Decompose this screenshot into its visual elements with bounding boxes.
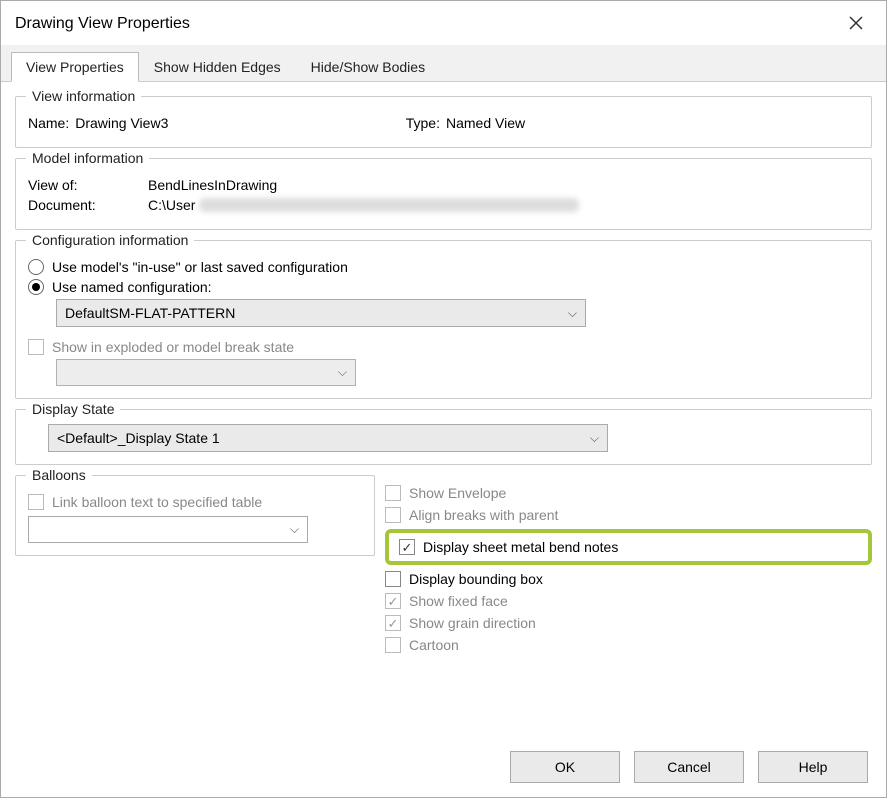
label-grain-direction: Show grain direction	[409, 615, 536, 631]
group-title-model-info: Model information	[26, 150, 149, 166]
document-path-redacted	[199, 198, 579, 212]
chevron-down-icon: ⌵	[590, 431, 599, 446]
group-title-view-info: View information	[26, 88, 141, 104]
group-configuration-information: Configuration information Use model's "i…	[15, 240, 872, 399]
tab-hide-show-bodies[interactable]: Hide/Show Bodies	[296, 52, 440, 82]
checkbox-align-breaks	[385, 507, 401, 523]
dialog-title: Drawing View Properties	[15, 15, 840, 33]
group-model-information: Model information View of: BendLinesInDr…	[15, 158, 872, 230]
checkbox-cartoon	[385, 637, 401, 653]
dialog-drawing-view-properties: Drawing View Properties View Properties …	[0, 0, 887, 798]
checkbox-grain-direction: ✓	[385, 615, 401, 631]
dialog-footer: OK Cancel Help	[1, 737, 886, 797]
help-button[interactable]: Help	[758, 751, 868, 783]
cancel-button[interactable]: Cancel	[634, 751, 744, 783]
dropdown-display-state[interactable]: <Default>_Display State 1 ⌵	[48, 424, 608, 452]
value-document: C:\User	[148, 197, 195, 213]
radio-icon	[28, 279, 44, 295]
radio-named-config[interactable]: Use named configuration:	[28, 279, 859, 295]
radio-named-label: Use named configuration:	[52, 279, 212, 295]
highlight-bend-notes: ✓ Display sheet metal bend notes	[385, 529, 872, 565]
checkbox-show-envelope	[385, 485, 401, 501]
group-title-display-state: Display State	[26, 401, 120, 417]
titlebar: Drawing View Properties	[1, 1, 886, 45]
dropdown-balloon-table[interactable]: ⌵	[28, 516, 308, 543]
group-title-config-info: Configuration information	[26, 232, 194, 248]
checkbox-fixed-face: ✓	[385, 593, 401, 609]
tab-show-hidden-edges[interactable]: Show Hidden Edges	[139, 52, 296, 82]
checkbox-exploded-state	[28, 339, 44, 355]
display-options: Show Envelope Align breaks with parent ✓…	[385, 475, 872, 659]
label-document: Document:	[28, 197, 148, 213]
tabs-bar: View Properties Show Hidden Edges Hide/S…	[1, 45, 886, 82]
checkbox-bend-notes[interactable]: ✓	[399, 539, 415, 555]
checkbox-link-balloon[interactable]	[28, 494, 44, 510]
group-view-information: View information Name: Drawing View3 Typ…	[15, 96, 872, 148]
label-view-of: View of:	[28, 177, 148, 193]
value-type: Named View	[446, 115, 525, 131]
label-exploded-state: Show in exploded or model break state	[52, 339, 294, 355]
radio-in-use-config[interactable]: Use model's "in-use" or last saved confi…	[28, 259, 859, 275]
close-button[interactable]	[840, 11, 872, 37]
label-show-envelope: Show Envelope	[409, 485, 506, 501]
chevron-down-icon: ⌵	[568, 306, 577, 321]
dropdown-named-value: DefaultSM-FLAT-PATTERN	[65, 305, 235, 321]
chevron-down-icon: ⌵	[290, 522, 299, 537]
label-fixed-face: Show fixed face	[409, 593, 508, 609]
chevron-down-icon: ⌵	[338, 365, 347, 380]
dropdown-exploded-state: ⌵	[56, 359, 356, 386]
group-balloons: Balloons Link balloon text to specified …	[15, 475, 375, 556]
radio-icon	[28, 259, 44, 275]
dropdown-named-configuration[interactable]: DefaultSM-FLAT-PATTERN ⌵	[56, 299, 586, 327]
checkbox-bounding-box[interactable]	[385, 571, 401, 587]
label-name: Name:	[28, 115, 69, 131]
value-view-of: BendLinesInDrawing	[148, 177, 859, 193]
label-bend-notes: Display sheet metal bend notes	[423, 539, 618, 555]
radio-in-use-label: Use model's "in-use" or last saved confi…	[52, 259, 348, 275]
close-icon	[848, 15, 864, 31]
value-name: Drawing View3	[75, 115, 168, 131]
ok-button[interactable]: OK	[510, 751, 620, 783]
group-title-balloons: Balloons	[26, 467, 92, 483]
label-link-balloon: Link balloon text to specified table	[52, 494, 262, 510]
label-bounding-box: Display bounding box	[409, 571, 543, 587]
label-type: Type:	[406, 115, 440, 131]
label-cartoon: Cartoon	[409, 637, 459, 653]
tab-view-properties[interactable]: View Properties	[11, 52, 139, 82]
dropdown-display-state-value: <Default>_Display State 1	[57, 430, 220, 446]
label-align-breaks: Align breaks with parent	[409, 507, 558, 523]
tab-panel-view-properties: View information Name: Drawing View3 Typ…	[1, 82, 886, 737]
group-display-state: Display State <Default>_Display State 1 …	[15, 409, 872, 465]
